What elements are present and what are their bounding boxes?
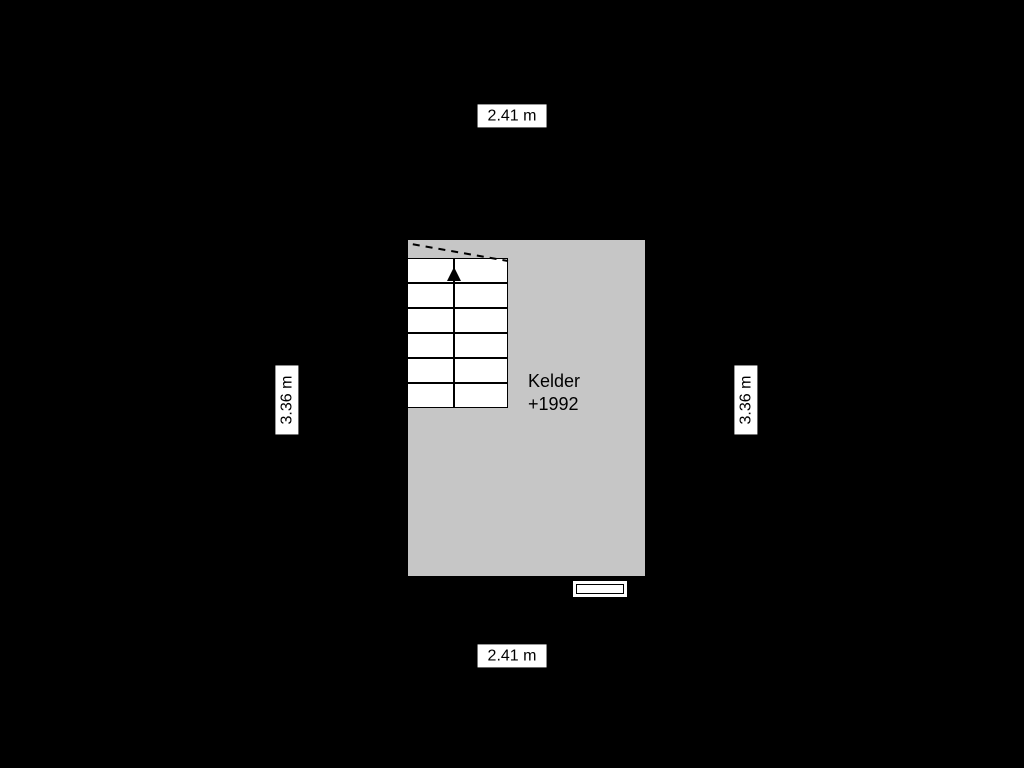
stair-tread: [454, 258, 508, 283]
stair-tread: [454, 283, 508, 308]
stair-tread: [400, 383, 454, 408]
floorplan-canvas: Kelder +1992 2.41 m 2.41 m 3.36 m 3.36 m: [0, 0, 1024, 768]
dimension-top: 2.41 m: [478, 104, 547, 127]
dimension-tick: [745, 438, 747, 441]
stair-tread: [400, 308, 454, 333]
dimension-tick: [471, 115, 474, 117]
stairs: [400, 258, 508, 408]
dimension-tick: [745, 359, 747, 362]
dimension-left-text: 3.36 m: [277, 376, 296, 425]
dimension-bottom-text: 2.41 m: [488, 646, 537, 665]
dimension-right: 3.36 m: [734, 366, 757, 435]
dimension-top-text: 2.41 m: [488, 106, 537, 125]
door: [572, 580, 628, 598]
dimension-bottom: 2.41 m: [478, 644, 547, 667]
stair-tread: [454, 358, 508, 383]
stair-tread: [400, 283, 454, 308]
dimension-tick: [471, 655, 474, 657]
stair-tread: [454, 308, 508, 333]
dimension-tick: [286, 438, 288, 441]
dimension-right-text: 3.36 m: [736, 376, 755, 425]
dimension-tick: [550, 655, 553, 657]
stair-tread: [454, 383, 508, 408]
stair-tread: [400, 358, 454, 383]
dimension-tick: [550, 115, 553, 117]
room-code: +1992: [528, 394, 579, 414]
room-label: Kelder +1992: [528, 370, 580, 415]
dimension-left: 3.36 m: [275, 366, 298, 435]
door-panel: [576, 584, 624, 594]
stair-tread: [454, 333, 508, 358]
room-name: Kelder: [528, 371, 580, 391]
dimension-tick: [286, 359, 288, 362]
stair-tread: [400, 333, 454, 358]
stair-tread: [400, 258, 454, 283]
